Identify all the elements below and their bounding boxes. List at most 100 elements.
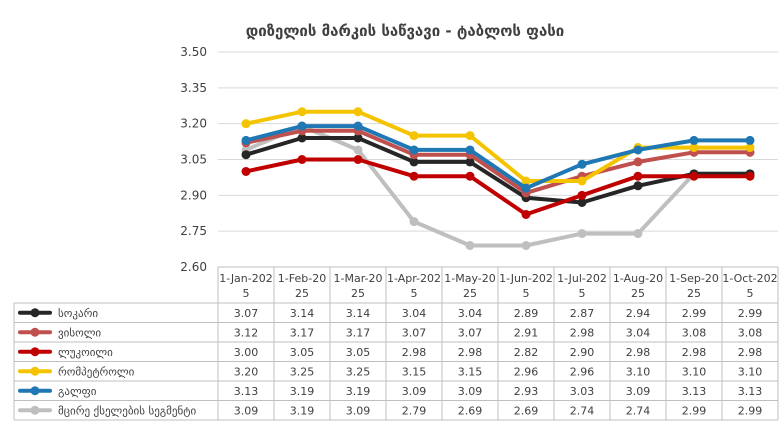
x-category-label-line: 1-Jan-202 xyxy=(219,272,273,285)
x-category-label-line: 25 xyxy=(463,287,477,300)
legend-entry: რომპეტროლი xyxy=(58,365,135,378)
data-label: 2.74 xyxy=(570,404,595,417)
data-label: 3.09 xyxy=(458,385,483,398)
data-label: 2.87 xyxy=(570,307,595,320)
data-label: 3.25 xyxy=(290,365,315,378)
x-category-label: 1-May-20 25 xyxy=(444,272,495,300)
data-point xyxy=(409,157,419,167)
data-point xyxy=(241,166,251,176)
x-category-label-line: 1-Oct-202 xyxy=(722,272,777,285)
x-category-label: 1-Jan-202 5 xyxy=(219,272,273,300)
data-label: 3.07 xyxy=(234,307,259,320)
data-point xyxy=(297,107,307,117)
data-point xyxy=(577,198,587,207)
data-point xyxy=(241,119,251,129)
data-point xyxy=(521,241,531,250)
data-label: 2.99 xyxy=(738,307,763,320)
data-point xyxy=(577,159,587,169)
data-label: 3.09 xyxy=(234,404,259,417)
y-tick-label: 3.35 xyxy=(180,81,207,95)
data-label: 3.04 xyxy=(458,307,483,320)
data-label: 3.10 xyxy=(682,365,707,378)
data-label: 2.69 xyxy=(458,404,483,417)
series-line xyxy=(245,157,750,217)
data-label: 3.07 xyxy=(402,326,427,339)
x-category-label: 1-Jun-202 5 xyxy=(499,272,553,300)
x-category-label-line: 1-Jul-202 xyxy=(557,272,607,285)
data-point xyxy=(297,155,307,164)
data-label: 3.07 xyxy=(458,326,483,339)
x-category-label: 1-Sep-20 25 xyxy=(669,272,719,300)
x-category-label: 1-Mar-20 25 xyxy=(334,272,383,300)
data-point xyxy=(241,135,251,145)
legend-entry: ვისოლი xyxy=(58,326,101,339)
data-point xyxy=(353,133,363,143)
x-category-label-line: 1-Apr-202 xyxy=(387,272,441,285)
chart-title: დიზელის მარკის საწვავი - ტაბლოს ფასი xyxy=(246,22,564,40)
data-label: 3.10 xyxy=(738,365,763,378)
x-category-label-line: 5 xyxy=(243,287,250,300)
x-category-label-line: 25 xyxy=(351,287,365,300)
x-category-label-line: 25 xyxy=(295,287,309,300)
x-category-label-line: 5 xyxy=(523,287,530,300)
data-point xyxy=(745,135,755,145)
data-point xyxy=(745,171,755,181)
data-label: 2.79 xyxy=(402,404,427,417)
data-point xyxy=(409,217,419,227)
data-point xyxy=(577,190,587,200)
data-point xyxy=(521,183,531,193)
data-label: 3.19 xyxy=(290,385,315,398)
data-point xyxy=(633,229,643,239)
data-point xyxy=(241,150,251,160)
data-point xyxy=(409,171,419,181)
data-point xyxy=(465,131,475,141)
data-point xyxy=(689,135,699,145)
data-point xyxy=(521,176,531,186)
data-point xyxy=(633,171,643,181)
data-label: 3.20 xyxy=(234,365,259,378)
data-point xyxy=(633,181,643,191)
x-category-label-line: 5 xyxy=(411,287,418,300)
data-label: 3.04 xyxy=(626,326,651,339)
series-line xyxy=(245,124,750,191)
data-point xyxy=(633,157,643,167)
data-point xyxy=(409,145,419,155)
data-point xyxy=(353,155,363,164)
data-point xyxy=(689,143,699,153)
data-label: 3.08 xyxy=(682,326,707,339)
y-tick-label: 2.90 xyxy=(180,188,207,202)
legend-entry: გალფი xyxy=(58,385,97,398)
y-tick-label: 2.60 xyxy=(180,260,207,274)
data-label: 2.94 xyxy=(626,307,651,320)
data-point xyxy=(409,131,419,141)
data-point xyxy=(353,121,363,131)
x-category-label-line: 1-Aug-20 xyxy=(613,272,663,285)
data-label: 3.09 xyxy=(346,404,371,417)
data-label: 2.98 xyxy=(570,326,595,339)
legend-marker xyxy=(30,347,40,357)
legend-marker xyxy=(30,405,40,415)
data-label: 2.89 xyxy=(514,307,539,320)
x-category-label: 1-Apr-202 5 xyxy=(387,272,441,300)
x-category-label: 1-Aug-20 25 xyxy=(613,272,663,300)
x-category-label: 1-Feb-20 25 xyxy=(278,272,326,300)
data-label: 3.09 xyxy=(626,385,651,398)
x-category-label: 1-Oct-202 5 xyxy=(722,272,777,300)
series-line xyxy=(245,128,750,195)
x-category-label-line: 1-Jun-202 xyxy=(499,272,553,285)
data-point xyxy=(297,133,307,143)
data-label: 3.14 xyxy=(346,307,371,320)
data-label: 3.13 xyxy=(682,385,707,398)
data-label: 2.93 xyxy=(514,385,539,398)
legend-entry: სოკარი xyxy=(58,307,98,320)
data-label: 2.98 xyxy=(682,346,707,359)
data-point xyxy=(353,107,363,117)
data-label: 3.10 xyxy=(626,365,651,378)
data-point xyxy=(521,209,531,219)
data-label: 2.96 xyxy=(514,365,539,378)
x-category-label-line: 1-Feb-20 xyxy=(278,272,326,285)
data-label: 2.96 xyxy=(570,365,595,378)
data-label: 3.13 xyxy=(234,385,259,398)
